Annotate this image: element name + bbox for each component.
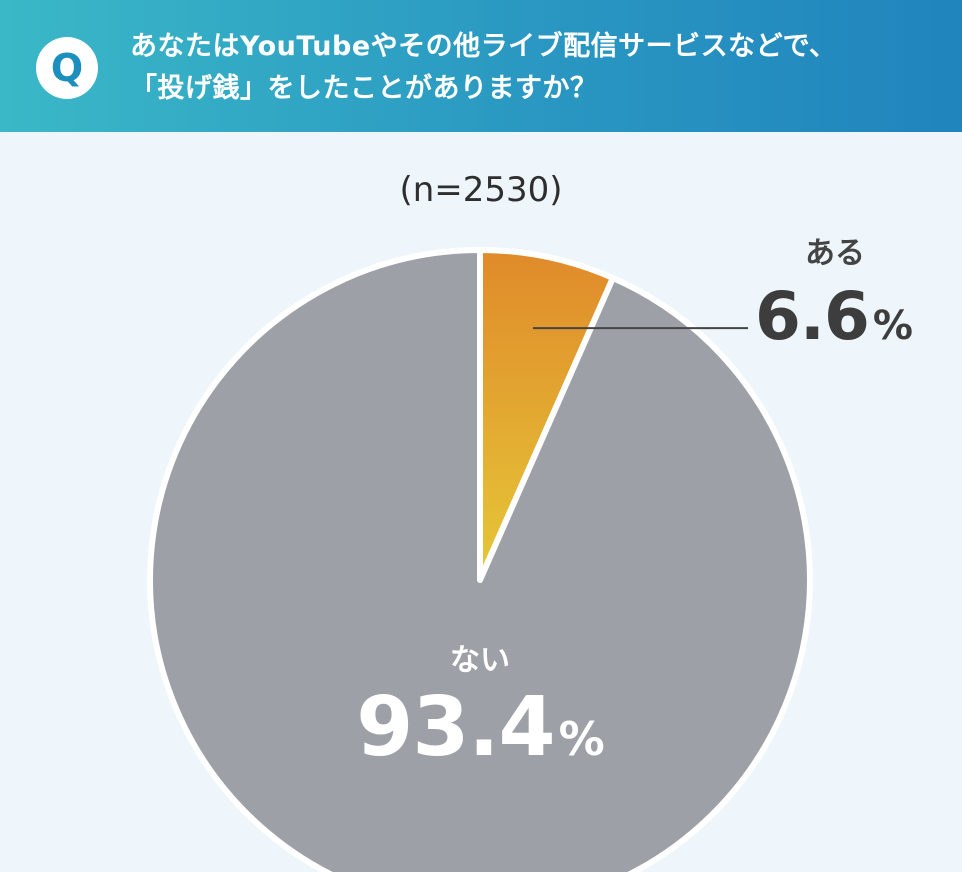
slice-value-nai: 93.4%	[330, 680, 630, 775]
pie-slices	[147, 247, 813, 872]
slice-value-nai-unit: %	[558, 712, 605, 766]
pie-slice-nai	[147, 247, 813, 872]
q-letter: Q	[50, 46, 84, 90]
slice-label-nai: ない	[450, 643, 510, 678]
question-line-1: あなたはYouTubeやその他ライブ配信サービスなどで、	[130, 31, 837, 62]
slice-value-aru-unit: %	[872, 303, 913, 349]
slice-value-aru: 6.6%	[755, 278, 925, 355]
sample-size-label: (n=2530)	[399, 170, 563, 210]
slice-value-nai-number: 93.4	[356, 680, 555, 775]
question-text: あなたはYouTubeやその他ライブ配信サービスなどで、 「投げ銭」をしたことが…	[130, 26, 940, 110]
question-header: Q あなたはYouTubeやその他ライブ配信サービスなどで、 「投げ銭」をしたこ…	[0, 0, 962, 132]
slice-value-aru-number: 6.6	[755, 278, 870, 355]
slice-label-aru: ある	[805, 236, 865, 271]
question-line-2: 「投げ銭」をしたことがありますか？	[130, 73, 598, 104]
q-badge: Q	[36, 37, 98, 99]
